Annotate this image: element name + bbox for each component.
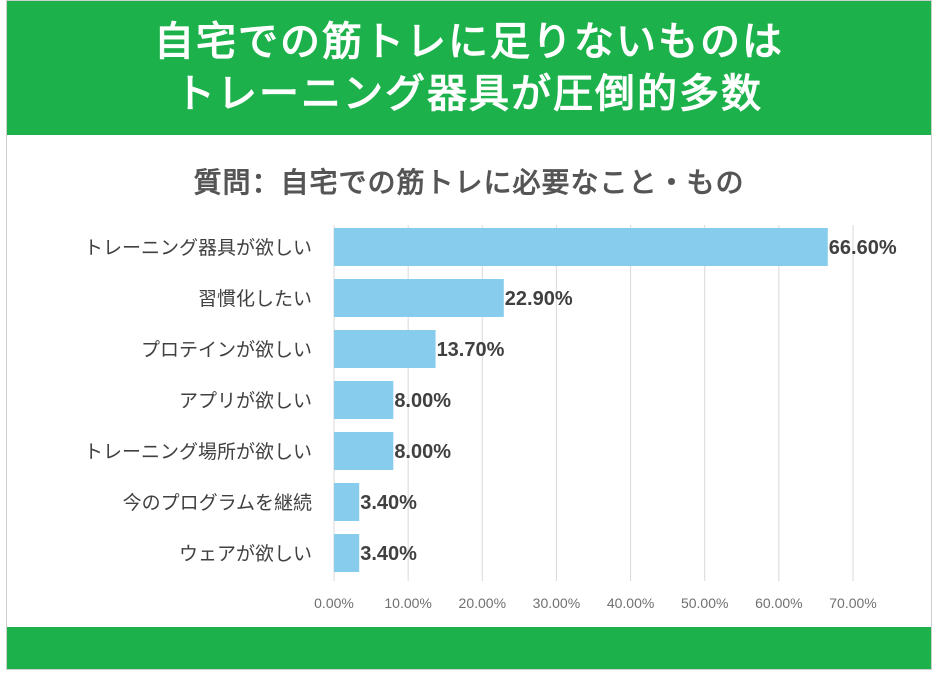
bar: [334, 432, 394, 470]
x-tick-label: 10.00%: [384, 595, 431, 611]
footer-banner: [7, 627, 931, 669]
infographic-frame: 自宅での筋トレに足りないものは トレーニング器具が圧倒的多数 質問：自宅での筋ト…: [6, 0, 932, 670]
bar: [334, 228, 828, 266]
headline-line-1: 自宅での筋トレに足りないものは: [154, 19, 784, 65]
category-label: 習慣化したい: [198, 288, 312, 310]
bar: [334, 483, 360, 521]
value-label: 66.60%: [829, 237, 897, 259]
x-tick-label: 50.00%: [681, 595, 728, 611]
x-tick-label: 40.00%: [607, 595, 654, 611]
value-label: 8.00%: [394, 441, 451, 463]
value-label: 3.40%: [360, 543, 417, 565]
value-label: 3.40%: [360, 492, 417, 514]
category-label: プロテインが欲しい: [141, 339, 312, 361]
x-tick-label: 30.00%: [533, 595, 580, 611]
category-label: アプリが欲しい: [179, 390, 312, 412]
bar: [334, 381, 394, 419]
value-label: 13.70%: [437, 339, 505, 361]
category-label: トレーニング器具が欲しい: [84, 237, 312, 259]
headline-banner: 自宅での筋トレに足りないものは トレーニング器具が圧倒的多数: [7, 1, 931, 135]
x-tick-label: 20.00%: [459, 595, 506, 611]
bar-chart: 0.00% 10.00% 20.00% 30.00% 40.00% 50.00% 60.00…: [84, 225, 897, 611]
bar: [334, 330, 436, 368]
x-tick-label: 60.00%: [755, 595, 802, 611]
bar: [334, 534, 360, 572]
x-tick-label: 0.00%: [314, 595, 354, 611]
chart-title: 質問：自宅での筋トレに必要なこと・もの: [193, 166, 745, 199]
headline-line-2: トレーニング器具が圧倒的多数: [175, 71, 763, 117]
value-label: 8.00%: [394, 390, 451, 412]
category-label: ウェアが欲しい: [179, 543, 312, 565]
category-label: 今のプログラムを継続: [123, 492, 312, 514]
category-label: トレーニング場所が欲しい: [84, 441, 312, 463]
bar: [334, 279, 504, 317]
value-label: 22.90%: [505, 288, 573, 310]
x-tick-label: 70.00%: [829, 595, 876, 611]
